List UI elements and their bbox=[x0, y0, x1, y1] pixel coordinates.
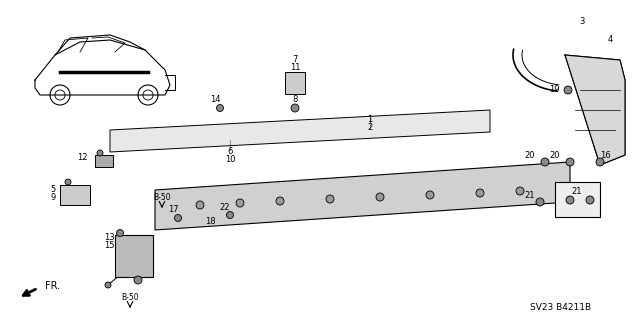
Text: 22: 22 bbox=[220, 203, 230, 211]
Polygon shape bbox=[110, 110, 490, 152]
Text: SV23 B4211B: SV23 B4211B bbox=[530, 303, 591, 313]
Text: 21: 21 bbox=[572, 188, 582, 197]
Circle shape bbox=[426, 191, 434, 199]
Circle shape bbox=[116, 229, 124, 236]
Circle shape bbox=[564, 86, 572, 94]
Text: 13: 13 bbox=[104, 234, 115, 242]
Bar bbox=[555, 182, 600, 217]
Text: 7: 7 bbox=[292, 56, 298, 64]
Text: 6: 6 bbox=[227, 147, 233, 157]
Text: 8: 8 bbox=[292, 95, 298, 105]
Text: 17: 17 bbox=[168, 205, 179, 214]
Circle shape bbox=[227, 211, 234, 219]
Text: 11: 11 bbox=[290, 63, 300, 72]
Circle shape bbox=[175, 214, 182, 221]
Bar bbox=[95, 155, 113, 167]
Polygon shape bbox=[155, 162, 570, 230]
Text: B-50: B-50 bbox=[153, 194, 171, 203]
Circle shape bbox=[291, 104, 299, 112]
Text: 2: 2 bbox=[367, 123, 372, 132]
Circle shape bbox=[65, 179, 71, 185]
Text: 5: 5 bbox=[51, 186, 56, 195]
Circle shape bbox=[326, 195, 334, 203]
Text: 10: 10 bbox=[225, 155, 236, 165]
Text: 12: 12 bbox=[77, 153, 87, 162]
Text: FR.: FR. bbox=[45, 281, 60, 291]
Circle shape bbox=[476, 189, 484, 197]
Bar bbox=[285, 72, 305, 94]
Circle shape bbox=[216, 105, 223, 112]
Circle shape bbox=[236, 199, 244, 207]
Bar bbox=[60, 185, 90, 205]
Text: 9: 9 bbox=[51, 194, 56, 203]
Circle shape bbox=[196, 201, 204, 209]
Text: 14: 14 bbox=[210, 95, 220, 105]
Text: 21: 21 bbox=[525, 190, 535, 199]
Circle shape bbox=[134, 276, 142, 284]
Circle shape bbox=[566, 196, 574, 204]
Circle shape bbox=[586, 196, 594, 204]
Text: 20: 20 bbox=[550, 151, 560, 160]
Circle shape bbox=[376, 193, 384, 201]
Bar bbox=[115, 235, 153, 277]
Text: 3: 3 bbox=[579, 18, 585, 26]
Circle shape bbox=[536, 198, 544, 206]
Text: 18: 18 bbox=[205, 218, 215, 226]
Circle shape bbox=[516, 187, 524, 195]
Text: 15: 15 bbox=[104, 241, 115, 250]
Text: 19: 19 bbox=[550, 85, 560, 94]
Text: B-50: B-50 bbox=[121, 293, 139, 302]
Text: 16: 16 bbox=[600, 151, 611, 160]
Circle shape bbox=[566, 158, 574, 166]
Circle shape bbox=[105, 282, 111, 288]
Circle shape bbox=[97, 150, 103, 156]
Text: 4: 4 bbox=[607, 35, 612, 44]
Polygon shape bbox=[565, 55, 625, 165]
Text: 1: 1 bbox=[367, 115, 372, 124]
Text: 20: 20 bbox=[525, 151, 535, 160]
Circle shape bbox=[541, 158, 549, 166]
Circle shape bbox=[276, 197, 284, 205]
Circle shape bbox=[596, 158, 604, 166]
